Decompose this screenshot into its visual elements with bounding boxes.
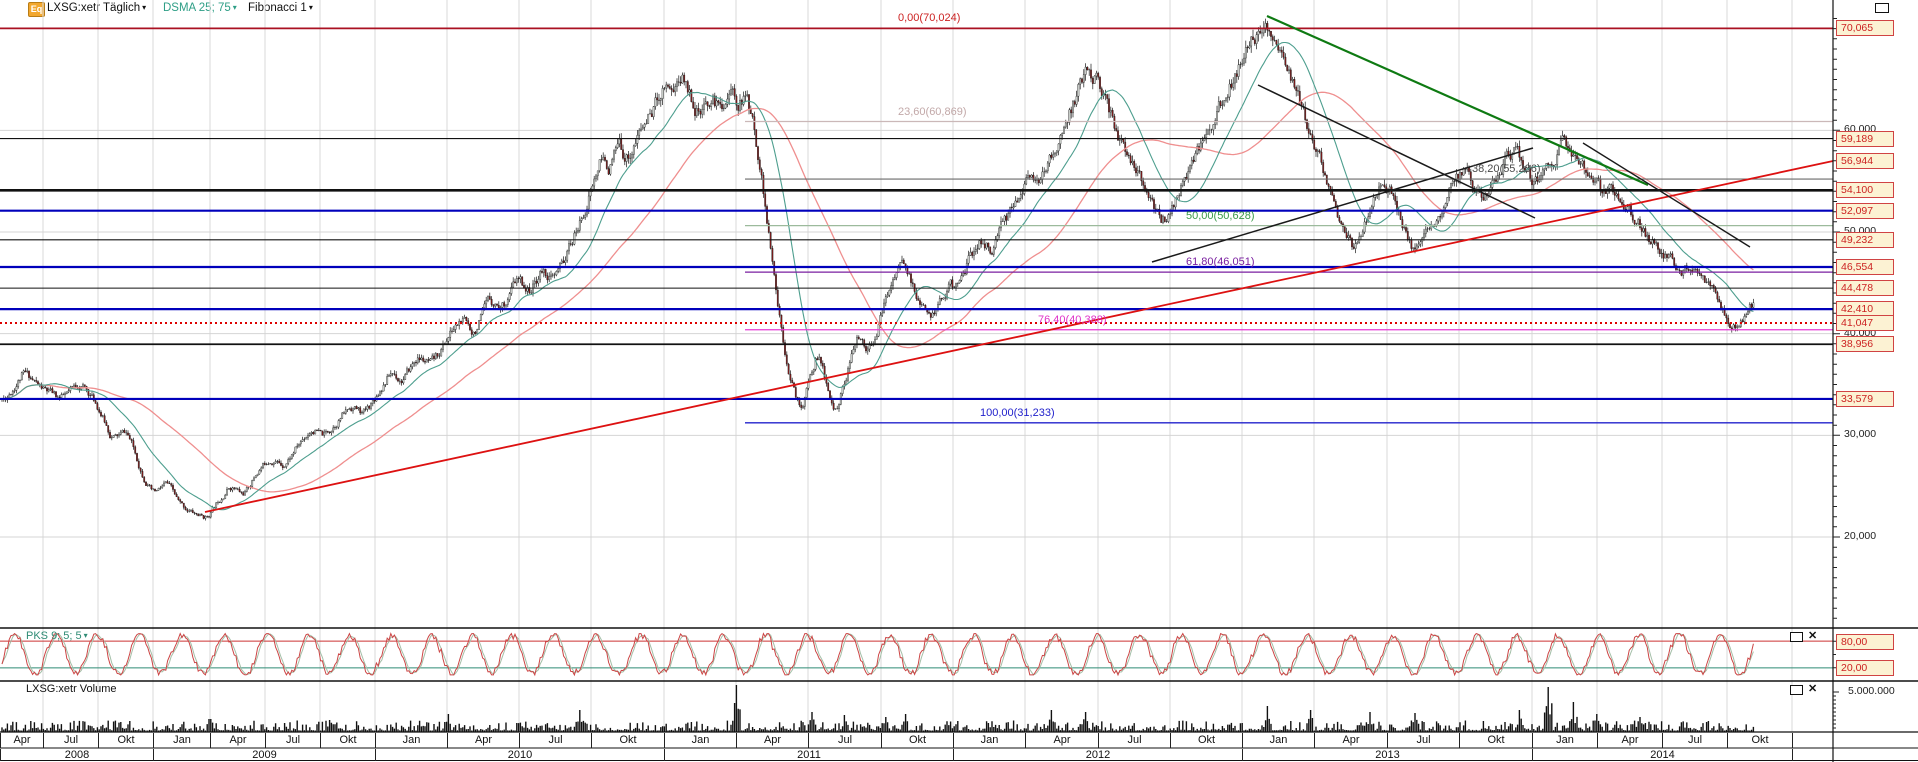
indicator-selector[interactable]: DSMA 25; 75 ▾ [163,2,237,14]
restore-window-button[interactable] [1875,3,1889,13]
trendline-long-uptrend-red[interactable] [204,160,1834,513]
vertical-gridlines [0,0,1833,732]
trendline-desc-black-2[interactable] [1582,142,1751,248]
chevron-down-icon: ▾ [232,3,237,12]
down-candles [4,22,1753,519]
oscillator-axis-ticks [1833,640,1838,669]
symbol-selector[interactable]: LXSG:xetr Täglich ▾ [47,2,146,14]
oscillator-close-icon[interactable]: ✕ [1808,630,1818,642]
oscillator-legend[interactable]: PKS 9; 5; 5 ▾ [26,630,88,642]
volume-axis-tick-label: 5.000.000 [1848,685,1895,697]
indicator-label: DSMA 25; 75 [163,2,231,14]
oscillator-fast-line [1,632,1754,677]
chevron-down-icon: ▾ [83,631,88,640]
symbol-label: LXSG:xetr Täglich [47,2,141,14]
trendline-desc-black[interactable] [1257,84,1536,219]
volume-label: LXSG:xetr Volume [26,683,117,695]
oscillator-minimize-button[interactable] [1790,632,1803,642]
volume-axis-ticks [1833,691,1839,729]
equity-badge-icon: Eq [28,2,45,17]
up-candles [1,22,1755,519]
eq-icon: Eq [28,2,45,17]
fibonacci-label: Fibonacci 1 [248,2,307,14]
volume-close-icon[interactable]: ✕ [1808,683,1818,695]
fibonacci-selector[interactable]: Fibonacci 1 ▾ [248,2,313,14]
volume-minimize-button[interactable] [1790,685,1803,695]
dsma-75-line [1,91,1754,493]
chevron-down-icon: ▾ [308,3,313,12]
trendline-downtrend-green[interactable] [1266,14,1649,187]
trendline-asc-black[interactable] [1151,147,1534,263]
chevron-down-icon: ▾ [142,3,147,12]
volume-bars [1,685,1755,732]
price-axis-ticks [1833,18,1840,619]
volume-legend[interactable]: LXSG:xetr Volume [26,683,117,695]
oscillator-label: PKS 9; 5; 5 [26,630,82,642]
